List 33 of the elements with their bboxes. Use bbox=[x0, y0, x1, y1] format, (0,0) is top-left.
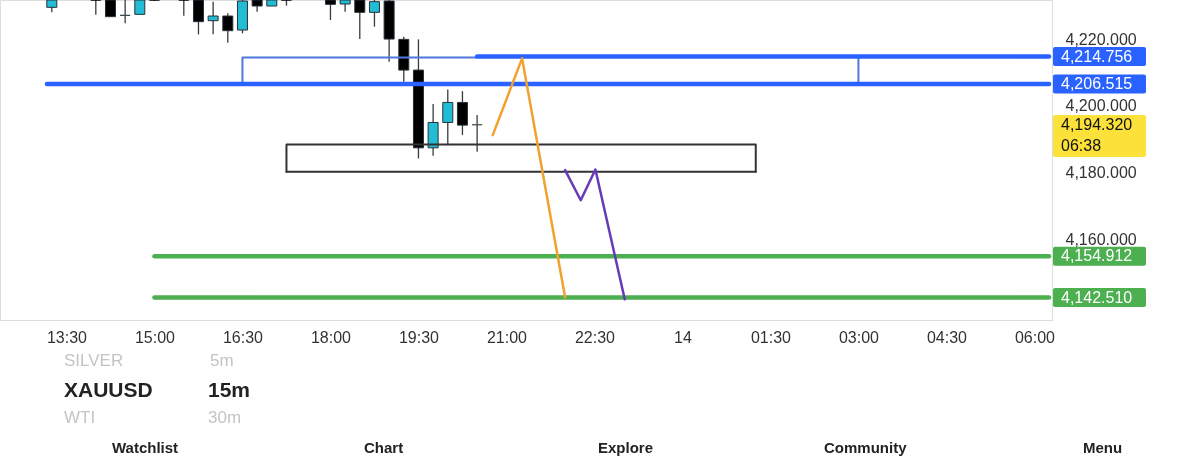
data-label: 4,142.510 bbox=[1061, 288, 1133, 306]
text: Explore bbox=[598, 439, 654, 456]
text: Chart bbox=[364, 439, 404, 456]
text: WTI bbox=[64, 408, 96, 427]
x-tick-label: 15:00 bbox=[134, 328, 176, 346]
text: 4,194.320 bbox=[1061, 116, 1133, 133]
data-label: 4,206.515 bbox=[1061, 75, 1133, 93]
y-tick-label: 4,200.000 bbox=[1065, 97, 1137, 115]
text: XAUUSD bbox=[64, 378, 153, 401]
x-tick-label: 01:30 bbox=[750, 328, 792, 346]
x-tick-label: 14 bbox=[674, 328, 692, 346]
x-tick-label: 04:30 bbox=[926, 328, 968, 346]
x-tick-label: 18:00 bbox=[310, 328, 352, 346]
x-tick-label: 06:00 bbox=[1014, 328, 1056, 346]
text: 15m bbox=[208, 378, 251, 401]
text: 30m bbox=[208, 408, 242, 427]
y-tick-label: 4,160.000 bbox=[1065, 230, 1137, 248]
x-tick-label: 19:30 bbox=[398, 328, 440, 346]
text: 5m bbox=[210, 351, 234, 370]
data-label: 4,154.912 bbox=[1061, 247, 1133, 265]
data-label: 4,214.756 bbox=[1061, 47, 1133, 65]
y-tick-label: 4,220.000 bbox=[1065, 30, 1137, 48]
x-tick-label: 22:30 bbox=[574, 328, 616, 346]
text: SILVER bbox=[64, 351, 124, 370]
x-tick-label: 03:00 bbox=[838, 328, 880, 346]
text: Community bbox=[824, 439, 908, 456]
x-tick-label: 21:00 bbox=[486, 328, 528, 346]
text: Menu bbox=[1083, 439, 1123, 456]
y-tick-label: 4,180.000 bbox=[1065, 164, 1137, 182]
x-tick-label: 13:30 bbox=[46, 328, 88, 346]
text: Watchlist bbox=[112, 439, 179, 456]
text: 06:38 bbox=[1061, 137, 1102, 154]
x-tick-label: 16:30 bbox=[222, 328, 264, 346]
